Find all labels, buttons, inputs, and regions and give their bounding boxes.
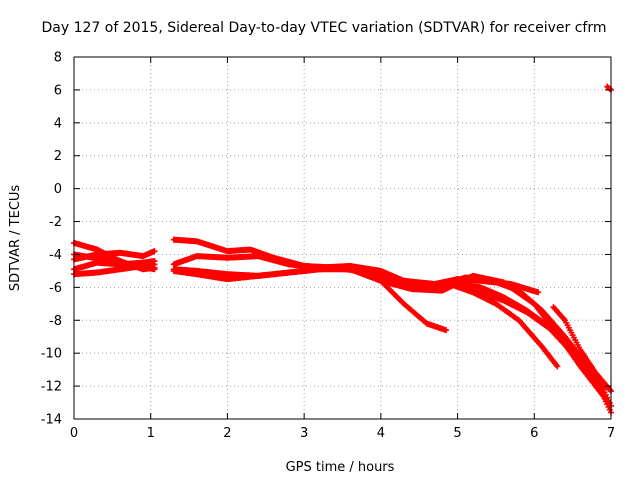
y-tick-label: -14	[41, 413, 62, 428]
x-axis-title: GPS time / hours	[286, 460, 395, 475]
y-tick-label: 0	[54, 182, 62, 197]
x-tick-label: 2	[223, 426, 231, 441]
x-tick-label: 0	[70, 426, 78, 441]
axis-ticks: 0 1 2 3 4 5 6 7 -14 -12 -10 -8 -6 -4 -2 0 2 4 6 8	[41, 51, 615, 442]
data-point	[151, 266, 158, 273]
data-point	[535, 289, 542, 296]
series-track-5	[71, 251, 158, 273]
x-tick-label: 1	[147, 426, 155, 441]
y-tick-label: -6	[49, 281, 62, 296]
data-point	[443, 327, 450, 334]
y-tick-label: -2	[49, 215, 62, 230]
plot-frame	[73, 56, 612, 420]
y-tick-label: 6	[54, 83, 62, 98]
grid-lines	[74, 57, 611, 419]
y-tick-label: 2	[54, 149, 62, 164]
y-tick-label: -4	[49, 248, 62, 263]
series-track-11	[454, 281, 614, 409]
series-track-12	[400, 281, 561, 370]
series-outlier	[604, 83, 614, 93]
y-tick-label: -12	[41, 380, 62, 395]
series-track-13	[550, 304, 614, 395]
y-tick-label: 8	[54, 51, 62, 66]
chart-title: Day 127 of 2015, Sidereal Day-to-day VTE…	[42, 20, 607, 36]
x-tick-label: 5	[453, 426, 461, 441]
y-axis-title: SDTVAR / TECUs	[8, 185, 23, 292]
x-tick-label: 7	[607, 426, 615, 441]
y-tick-label: 4	[54, 116, 62, 131]
x-tick-label: 3	[300, 426, 308, 441]
x-tick-label: 4	[377, 426, 385, 441]
y-tick-label: -10	[41, 347, 62, 362]
y-tick-label: -8	[49, 314, 62, 329]
x-tick-label: 6	[530, 426, 538, 441]
data-point	[554, 363, 561, 370]
data-points	[71, 83, 614, 416]
data-point	[151, 248, 158, 255]
